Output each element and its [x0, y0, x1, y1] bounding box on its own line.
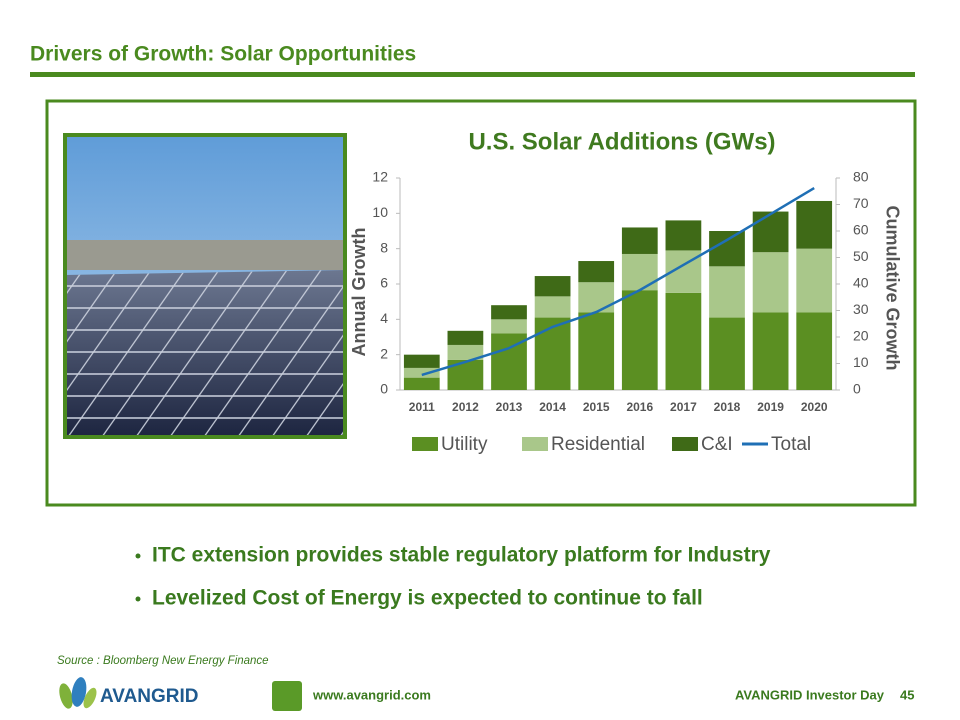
content-frame [45, 99, 917, 507]
x-tick-label: 2018 [714, 400, 741, 414]
x-tick-label: 2013 [496, 400, 523, 414]
bar-segment [621, 227, 658, 254]
bar-segment [491, 319, 527, 334]
legend-label: C&I [701, 434, 733, 455]
website-icon [272, 681, 302, 711]
x-tick-label: 2019 [757, 400, 784, 414]
x-tick-label: 2017 [670, 400, 697, 414]
bar-segment [665, 220, 702, 251]
y2-tick-label: 60 [853, 222, 869, 238]
bar-segment [709, 231, 745, 267]
y-tick-label: 10 [372, 204, 388, 220]
bar-segment [578, 312, 615, 390]
y2-axis-title: Cumulative Growth [882, 205, 902, 370]
y2-tick-label: 40 [853, 275, 869, 291]
y-tick-label: 8 [380, 239, 388, 255]
bar-segment [709, 266, 745, 318]
y-tick-label: 12 [372, 169, 388, 185]
bar-segment [752, 211, 789, 253]
bar-segment [534, 276, 571, 297]
bar-segment [796, 312, 833, 390]
logo: AVANGRID [59, 677, 199, 709]
x-tick-label: 2020 [801, 400, 828, 414]
y-tick-label: 4 [380, 310, 388, 326]
bar-segment [796, 200, 833, 249]
solar-photo [63, 133, 347, 439]
legend-label: Total [771, 434, 811, 455]
y2-tick-label: 80 [853, 169, 869, 185]
x-tick-label: 2014 [539, 400, 566, 414]
bar-segment [621, 290, 658, 390]
logo-text: AVANGRID [100, 686, 199, 707]
bar-segment [534, 317, 571, 390]
bar-segment [403, 367, 440, 378]
y2-tick-label: 70 [853, 195, 869, 211]
x-tick-label: 2012 [452, 400, 479, 414]
title-rule [30, 72, 915, 77]
chart-title: U.S. Solar Additions (GWs) [468, 128, 775, 155]
source-note: Source : Bloomberg New Energy Finance [57, 655, 269, 667]
y2-tick-label: 20 [853, 328, 869, 344]
bullet: Levelized Cost of Energy is expected to … [152, 587, 703, 610]
bar-segment [752, 252, 789, 313]
legend-swatch [522, 437, 548, 451]
y2-tick-label: 10 [853, 354, 869, 370]
bar-segment [621, 253, 658, 291]
y2-tick-label: 50 [853, 248, 869, 264]
event-name: AVANGRID Investor Day [735, 687, 885, 702]
slide-title: Drivers of Growth: Solar Opportunities [30, 43, 416, 66]
bar-segment [447, 344, 484, 360]
bar-segment [709, 317, 745, 390]
y2-tick-label: 30 [853, 301, 869, 317]
bullet: ITC extension provides stable regulatory… [152, 544, 771, 567]
bar-segment [752, 312, 789, 390]
x-tick-label: 2015 [583, 400, 610, 414]
total-line [421, 186, 815, 377]
y2-tick-label: 0 [853, 381, 861, 397]
y-tick-label: 0 [380, 381, 388, 397]
legend-label: Residential [551, 434, 645, 455]
bar-segment [578, 261, 615, 283]
bar-segment [447, 330, 484, 345]
bar-segment [403, 377, 440, 390]
x-tick-label: 2011 [409, 400, 435, 414]
legend-label: Utility [441, 434, 488, 455]
legend-swatch [672, 437, 698, 451]
bar-segment [491, 305, 527, 320]
page-number: 45 [900, 687, 914, 702]
y-axis-title: Annual Growth [349, 228, 369, 357]
bar-segment [578, 282, 615, 313]
bar-segment [534, 296, 571, 318]
x-tick-label: 2016 [626, 400, 653, 414]
bar-segment [665, 292, 702, 390]
y-tick-label: 6 [380, 275, 388, 291]
legend-swatch [412, 437, 438, 451]
website[interactable]: www.avangrid.com [312, 687, 431, 702]
bar-segment [403, 354, 440, 368]
bullets: ITC extension provides stable regulatory… [135, 544, 771, 610]
bar-segment [796, 248, 833, 313]
y-tick-label: 2 [380, 345, 388, 361]
